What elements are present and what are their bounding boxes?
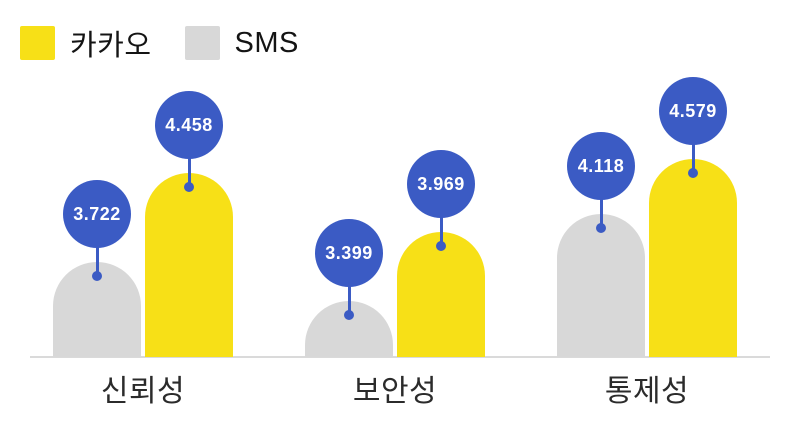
category-label-2: 통제성 (604, 375, 690, 408)
marker-stem (691, 144, 695, 174)
marker-dot (688, 168, 698, 178)
value-marker: 4.579 (659, 77, 727, 145)
marker-stem (599, 199, 603, 229)
marker-stem (347, 286, 351, 316)
marker-dot (344, 310, 354, 320)
value-marker: 3.399 (315, 219, 383, 287)
value-label: 3.969 (417, 173, 465, 194)
legend-label: SMS (234, 26, 299, 59)
chart-legend: 카카오 SMS (20, 22, 299, 64)
marker-dot (184, 182, 194, 192)
marker-dot (92, 271, 102, 281)
value-marker: 4.118 (567, 132, 635, 200)
value-label: 4.118 (577, 155, 625, 176)
value-marker: 4.458 (155, 91, 223, 159)
value-label: 3.722 (73, 203, 121, 224)
category-label-1: 보안성 (352, 375, 438, 408)
legend-swatch-kakao (20, 26, 55, 60)
marker-dot (436, 241, 446, 251)
bar-kakao-0 (145, 173, 233, 357)
marker-stem (187, 158, 191, 188)
bar-sms-2 (557, 214, 645, 357)
legend-label: 카카오 (70, 30, 152, 62)
value-label: 4.579 (669, 100, 717, 121)
value-marker: 3.969 (407, 150, 475, 218)
value-label: 3.399 (325, 242, 373, 263)
category-label-0: 신뢰성 (100, 375, 186, 408)
bar-kakao-2 (649, 159, 737, 357)
value-label: 4.458 (165, 114, 213, 135)
legend-item: 카카오 (20, 22, 152, 64)
legend-swatch-sms (184, 26, 220, 60)
marker-dot (596, 223, 606, 233)
x-axis-baseline (30, 356, 770, 358)
legend-item: SMS (184, 26, 299, 60)
marker-stem (439, 217, 443, 247)
bar-kakao-1 (397, 232, 485, 357)
value-marker: 3.722 (63, 180, 131, 248)
marker-stem (95, 247, 99, 277)
